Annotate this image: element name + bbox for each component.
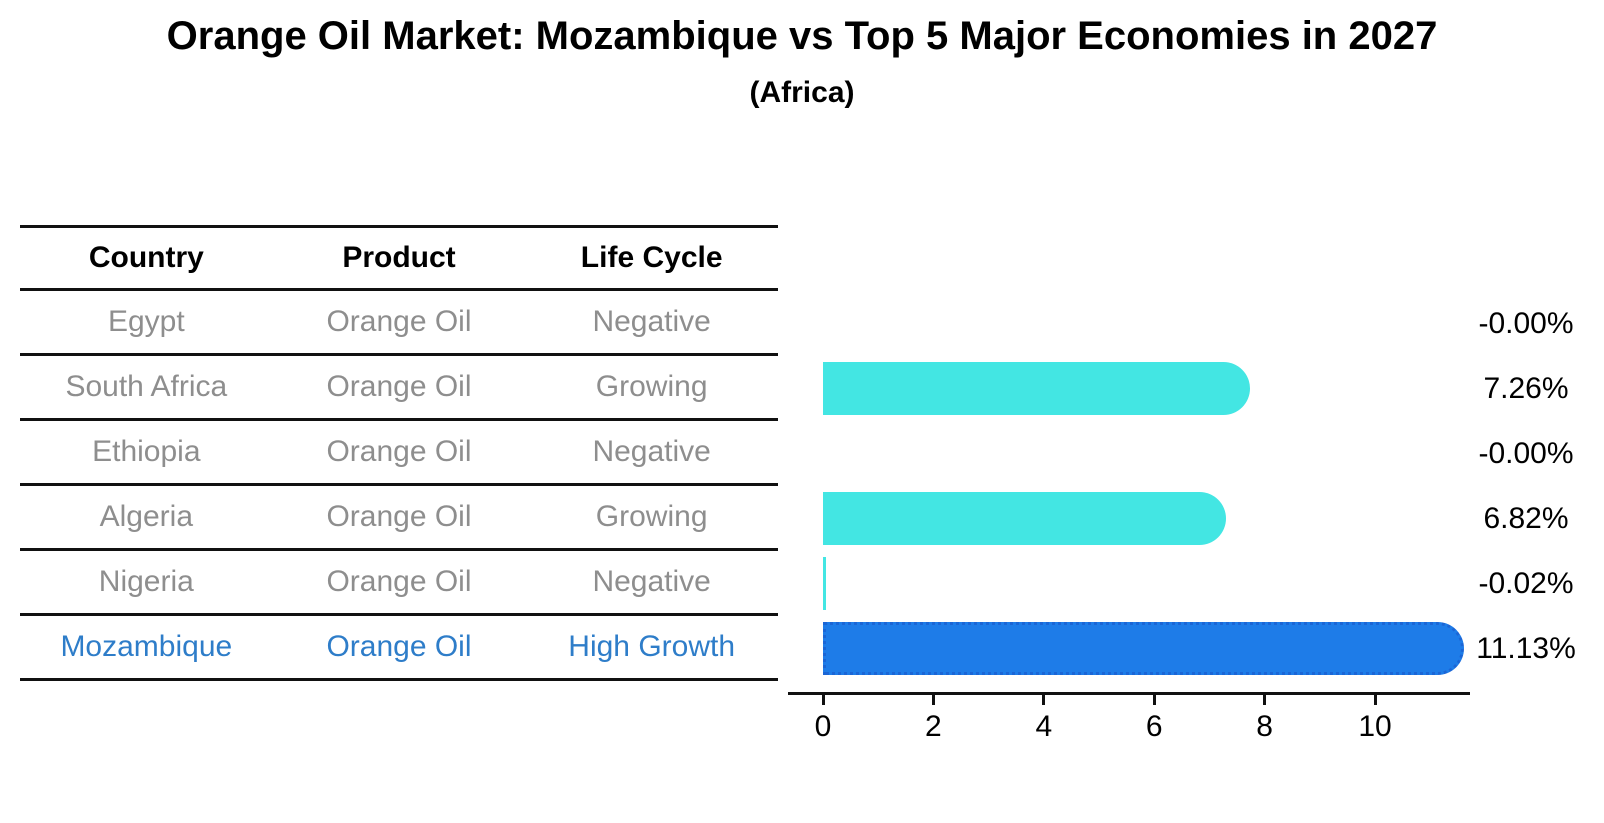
value-label-mozambique: 11.13% xyxy=(1476,631,1576,665)
chart-title: Orange Oil Market: Mozambique vs Top 5 M… xyxy=(166,14,1438,58)
header-cell-country: Country xyxy=(88,241,204,274)
value-label-nigeria: -0.02% xyxy=(1478,566,1574,600)
x-tick-label-10: 10 xyxy=(1358,710,1392,743)
x-tick-8 xyxy=(1263,694,1267,705)
cell-life-cycle-algeria: Growing xyxy=(595,500,708,533)
x-tick-label-8: 8 xyxy=(1256,710,1273,743)
cell-country-algeria: Algeria xyxy=(99,500,194,533)
x-tick-label-4: 4 xyxy=(1035,710,1053,743)
comparison-table: Country Product Life Cycle Egypt Orange Oil N… xyxy=(20,225,778,681)
cell-product-egypt: Orange Oil xyxy=(326,305,472,338)
cell-life-cycle-nigeria: Negative xyxy=(592,565,711,598)
cell-life-cycle-ethiopia: Negative xyxy=(592,435,711,468)
cell-country-nigeria: Nigeria xyxy=(98,565,194,598)
table-row-algeria: Algeria Orange Oil Growing xyxy=(20,486,778,551)
table-row-egypt: Egypt Orange Oil Negative xyxy=(20,291,778,356)
cell-country-south-africa: South Africa xyxy=(65,370,228,403)
x-tick-2 xyxy=(931,694,935,705)
x-axis-line xyxy=(788,692,1470,695)
cell-country-egypt: Egypt xyxy=(107,305,185,338)
table-header-row: Country Product Life Cycle xyxy=(20,225,778,291)
value-label-algeria: 6.82% xyxy=(1483,501,1569,535)
cell-product-algeria: Orange Oil xyxy=(326,500,472,533)
table-row-mozambique: Mozambique Orange Oil High Growth xyxy=(20,616,778,681)
cell-life-cycle-egypt: Negative xyxy=(592,305,711,338)
chart-subtitle: (Africa) xyxy=(749,76,855,109)
value-label-ethiopia: -0.00% xyxy=(1478,436,1574,470)
bar-south-africa xyxy=(823,362,1251,415)
x-tick-4 xyxy=(1042,694,1046,705)
cell-product-south-africa: Orange Oil xyxy=(326,370,472,403)
bar-nigeria xyxy=(823,557,826,610)
cell-product-nigeria: Orange Oil xyxy=(326,565,472,598)
x-tick-10 xyxy=(1373,694,1377,705)
header-cell-life-cycle: Life Cycle xyxy=(580,241,723,274)
x-tick-label-0: 0 xyxy=(814,710,832,743)
cell-country-mozambique: Mozambique xyxy=(60,630,233,663)
value-label-egypt: -0.00% xyxy=(1478,306,1574,340)
cell-life-cycle-mozambique: High Growth xyxy=(568,630,736,663)
cell-country-ethiopia: Ethiopia xyxy=(92,435,201,468)
cell-product-mozambique: Orange Oil xyxy=(326,630,472,663)
bar-algeria xyxy=(823,492,1226,545)
x-tick-6 xyxy=(1152,694,1156,705)
x-tick-label-2: 2 xyxy=(925,710,942,743)
header-cell-product: Product xyxy=(342,241,456,274)
cell-product-ethiopia: Orange Oil xyxy=(326,435,472,468)
table-row-nigeria: Nigeria Orange Oil Negative xyxy=(20,551,778,616)
x-tick-label-6: 6 xyxy=(1145,710,1163,743)
bar-mozambique xyxy=(823,622,1464,675)
table-row-ethiopia: Ethiopia Orange Oil Negative xyxy=(20,421,778,486)
cell-life-cycle-south-africa: Growing xyxy=(595,370,708,403)
x-tick-0 xyxy=(821,694,825,705)
table-row-south-africa: South Africa Orange Oil Growing xyxy=(20,356,778,421)
value-label-south-africa: 7.26% xyxy=(1483,371,1569,405)
